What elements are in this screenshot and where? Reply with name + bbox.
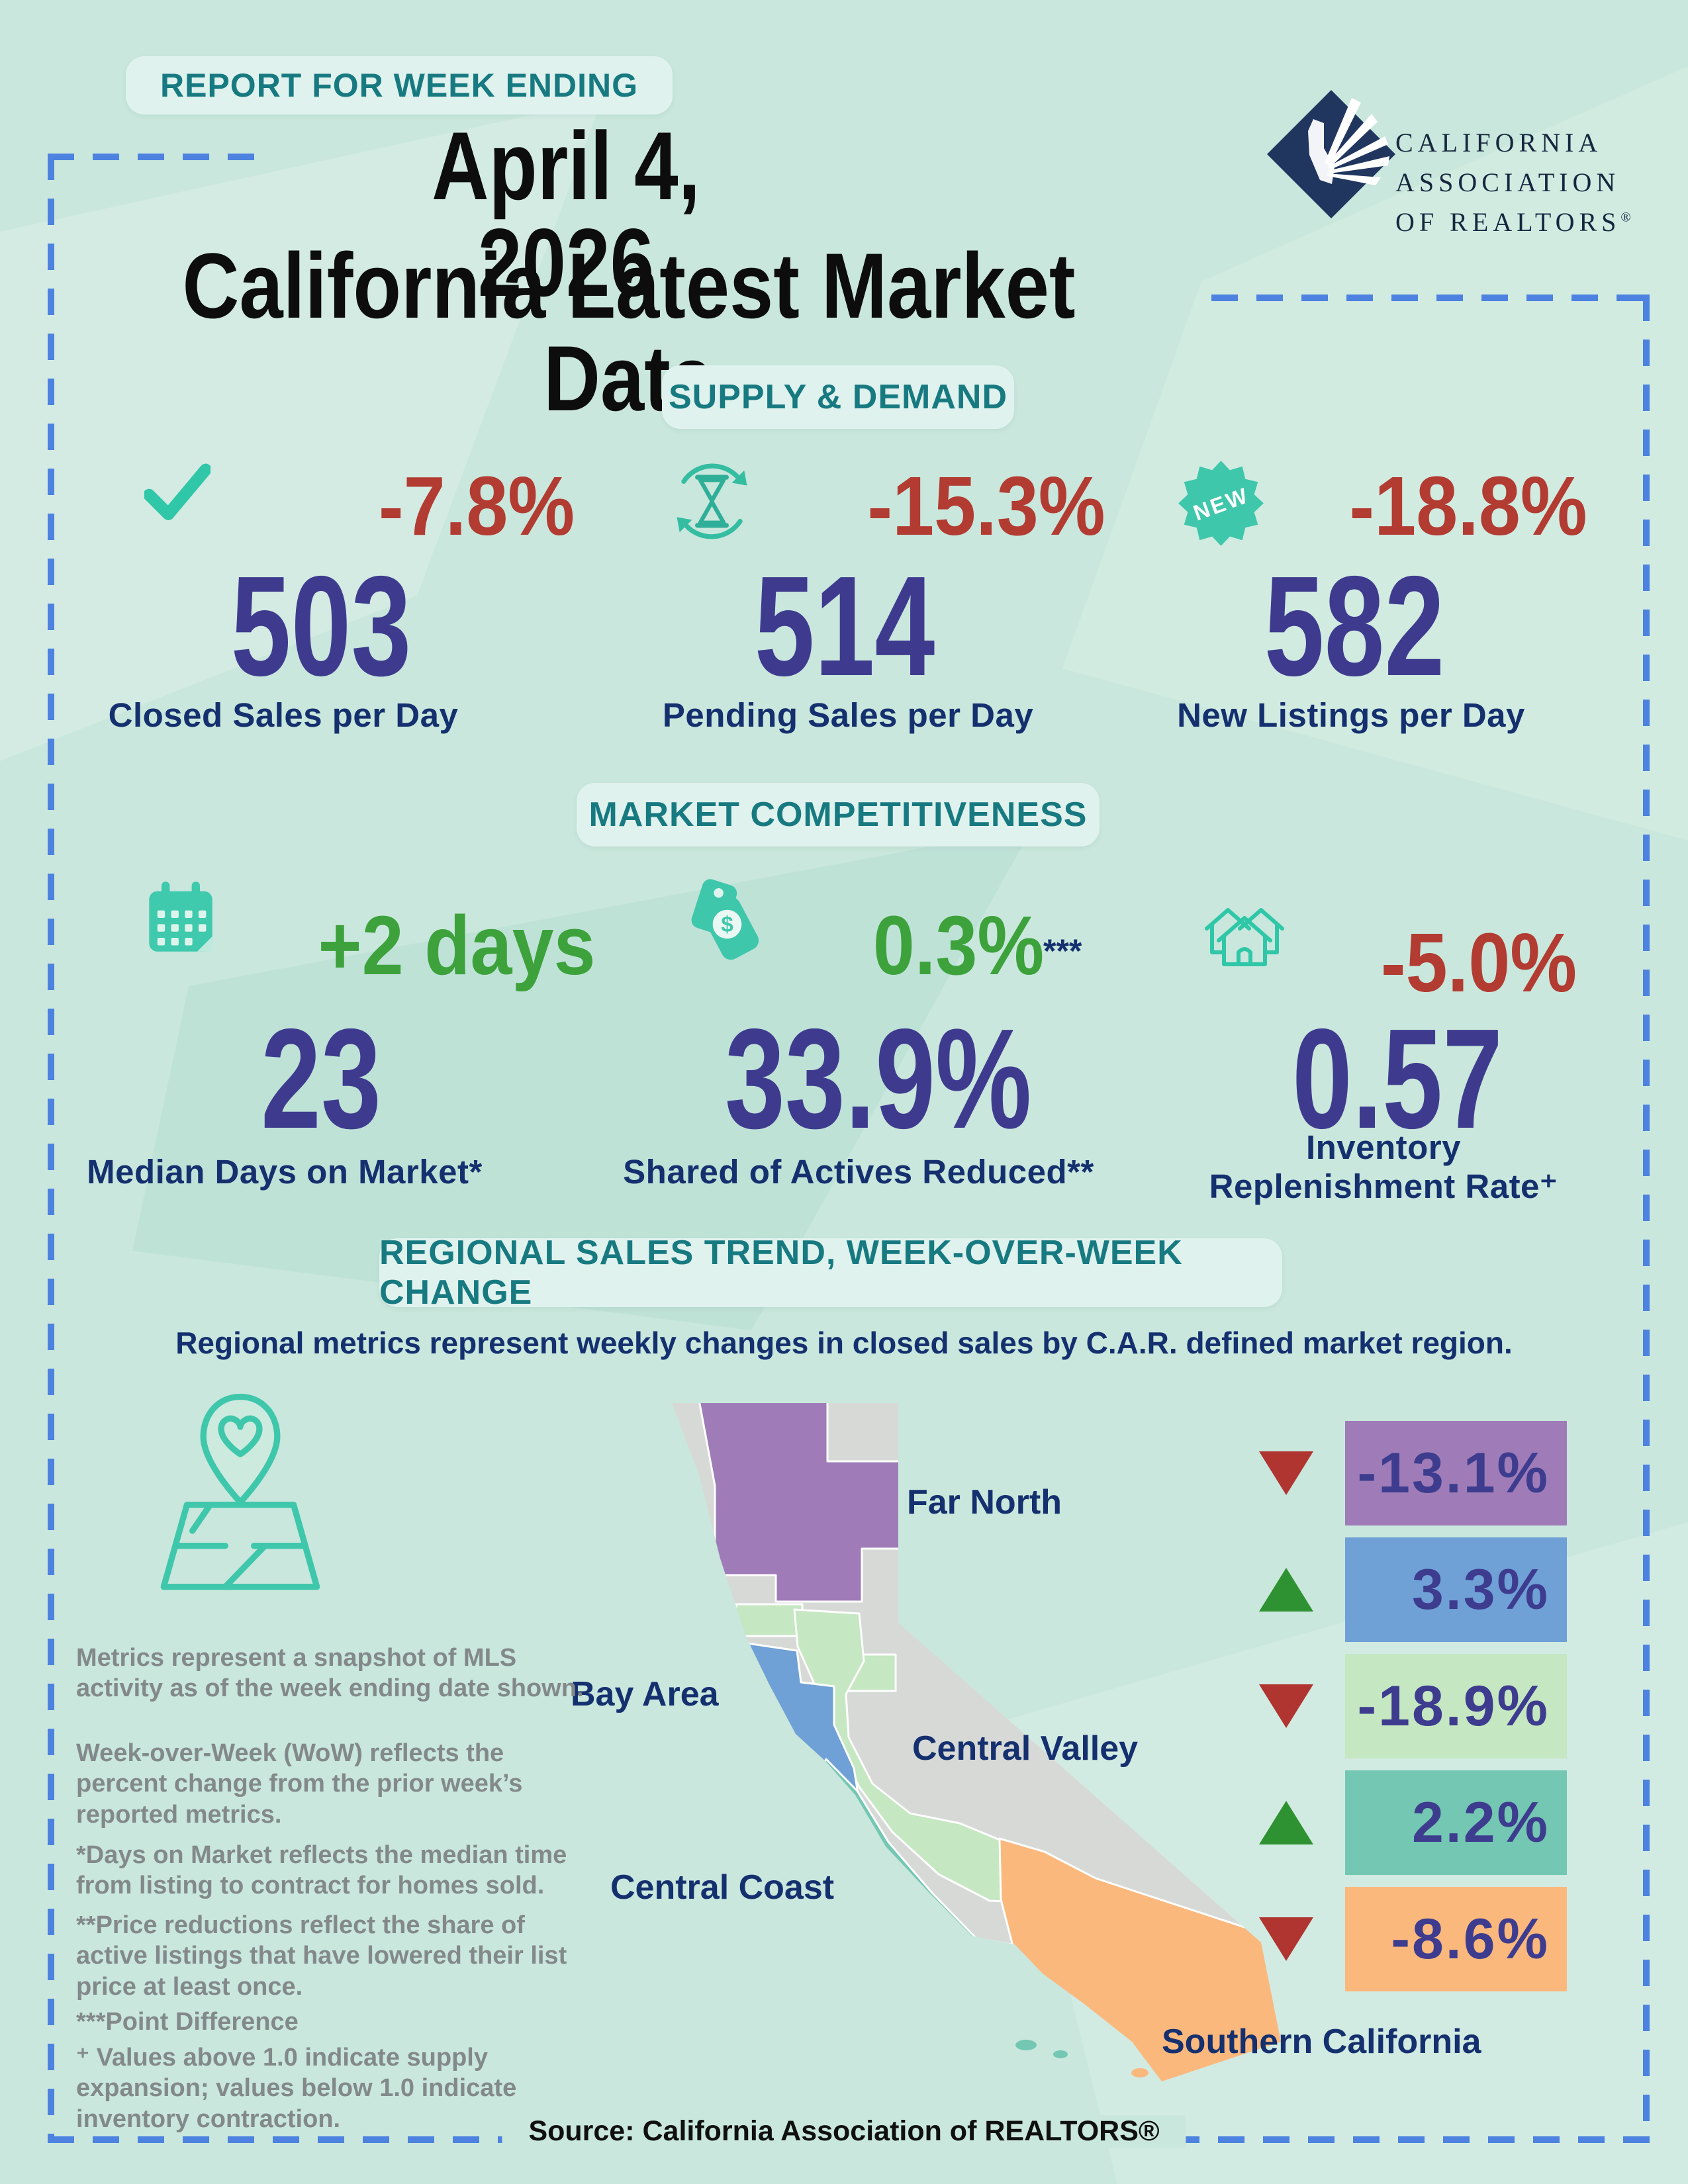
region-badge-central-valley: -18.9% — [1345, 1654, 1567, 1758]
california-map — [629, 1377, 1291, 2091]
check-icon — [144, 463, 211, 524]
page-title: California Latest Market Data — [182, 234, 1076, 430]
map-label-central-coast: Central Coast — [610, 1868, 835, 1907]
map-island — [1131, 2068, 1149, 2077]
region-badge-bay-area: 3.3% — [1345, 1537, 1567, 1642]
actives-reduced-change-note: *** — [1043, 933, 1082, 970]
map-region-central-valley-north — [735, 1603, 804, 1637]
region-row-far-north: -13.1% — [1259, 1421, 1567, 1525]
inventory-rate-label: Inventory Replenishment Rate⁺ — [1209, 1128, 1558, 1205]
closed-sales-label: Closed Sales per Day — [108, 696, 459, 734]
houses-icon — [1201, 889, 1288, 970]
car-logo-icon — [1262, 85, 1401, 224]
new-badge-icon: NEW — [1176, 459, 1266, 548]
frame-dash-top-right — [1211, 295, 1650, 301]
car-logo-text: CALIFORNIA ASSOCIATION OF REALTORS® — [1395, 123, 1631, 242]
frame-dash-left — [48, 154, 54, 2139]
region-badge-far-north: -13.1% — [1345, 1421, 1567, 1525]
map-island — [1015, 2040, 1037, 2050]
dollar-glyph: $ — [721, 913, 733, 937]
report-week-pill: REPORT FOR WEEK ENDING — [126, 56, 673, 114]
triangle-up-icon — [1259, 1568, 1313, 1612]
inventory-rate-value: 0.57 — [1292, 999, 1503, 1158]
triangle-up-icon — [1259, 1801, 1313, 1844]
pending-sales-value: 514 — [754, 546, 935, 705]
actives-reduced-label: Shared of Actives Reduced** — [623, 1153, 1094, 1191]
hourglass-icon — [667, 457, 757, 546]
actives-reduced-value: 33.9% — [725, 999, 1032, 1158]
region-row-southern-california: -8.6% — [1259, 1887, 1567, 1991]
triangle-down-icon — [1259, 1451, 1313, 1495]
frame-dash-right — [1643, 295, 1650, 2143]
inventory-rate-change: -5.0% — [1380, 916, 1577, 1009]
map-label-southern-california: Southern California — [1162, 2023, 1481, 2061]
triangle-down-icon — [1259, 1684, 1313, 1728]
triangle-down-icon — [1259, 1917, 1313, 1961]
source-line: Source: California Association of REALTO… — [502, 2115, 1186, 2148]
map-label-central-valley: Central Valley — [912, 1729, 1139, 1768]
map-label-bay-area: Bay Area — [571, 1675, 719, 1713]
footnote-4: **Price reductions reflect the share of … — [76, 1911, 567, 2001]
footnote-5: ***Point Difference — [76, 2008, 299, 2036]
regional-heading: REGIONAL SALES TREND, WEEK-OVER-WEEK CHA… — [379, 1234, 1282, 1312]
regional-subtitle: Regional metrics represent weekly change… — [175, 1326, 1513, 1360]
closed-sales-change: -7.8% — [378, 459, 575, 553]
closed-sales-value: 503 — [230, 546, 412, 705]
logo-line2: ASSOCIATION — [1395, 167, 1620, 197]
map-pin-icon — [144, 1387, 336, 1592]
region-row-bay-area: 3.3% — [1259, 1537, 1567, 1642]
footnote-6: ⁺ Values above 1.0 indicate supply expan… — [76, 2044, 517, 2133]
median-days-change: +2 days — [318, 899, 596, 992]
report-week-label: REPORT FOR WEEK ENDING — [160, 67, 639, 104]
map-island — [1053, 2050, 1068, 2058]
footnote-3: *Days on Market reflects the median time… — [76, 1841, 567, 1900]
new-listings-label: New Listings per Day — [1177, 696, 1525, 734]
frame-dash-top-left — [48, 154, 266, 160]
pending-sales-label: Pending Sales per Day — [662, 696, 1034, 734]
region-row-central-coast: 2.2% — [1259, 1770, 1567, 1875]
region-badge-central-coast: 2.2% — [1345, 1770, 1567, 1875]
registered-mark: ® — [1620, 210, 1631, 225]
footnote-1: Metrics represent a snapshot of MLS acti… — [76, 1644, 584, 1703]
region-row-central-valley: -18.9% — [1259, 1654, 1567, 1758]
actives-reduced-change: 0.3% — [872, 899, 1045, 992]
median-days-label: Median Days on Market* — [87, 1153, 483, 1191]
pending-sales-change: -15.3% — [867, 459, 1105, 553]
calendar-icon — [146, 880, 215, 956]
supply-demand-heading: SUPPLY & DEMAND — [662, 365, 1014, 429]
region-badge-southern-california: -8.6% — [1345, 1887, 1567, 1991]
logo-line3: OF REALTORS® — [1395, 207, 1631, 237]
report-date: April 4, 2026 — [432, 112, 700, 316]
new-listings-change: -18.8% — [1349, 459, 1587, 553]
footnote-2: Week-over-Week (WoW) reflects the percen… — [76, 1739, 523, 1829]
logo-line1: CALIFORNIA — [1395, 128, 1603, 158]
map-label-far-north: Far North — [907, 1483, 1062, 1522]
price-tags-icon: $ — [683, 879, 773, 968]
market-competitiveness-heading: MARKET COMPETITIVENESS — [577, 783, 1100, 846]
new-listings-value: 582 — [1264, 546, 1445, 705]
median-days-value: 23 — [261, 999, 381, 1158]
